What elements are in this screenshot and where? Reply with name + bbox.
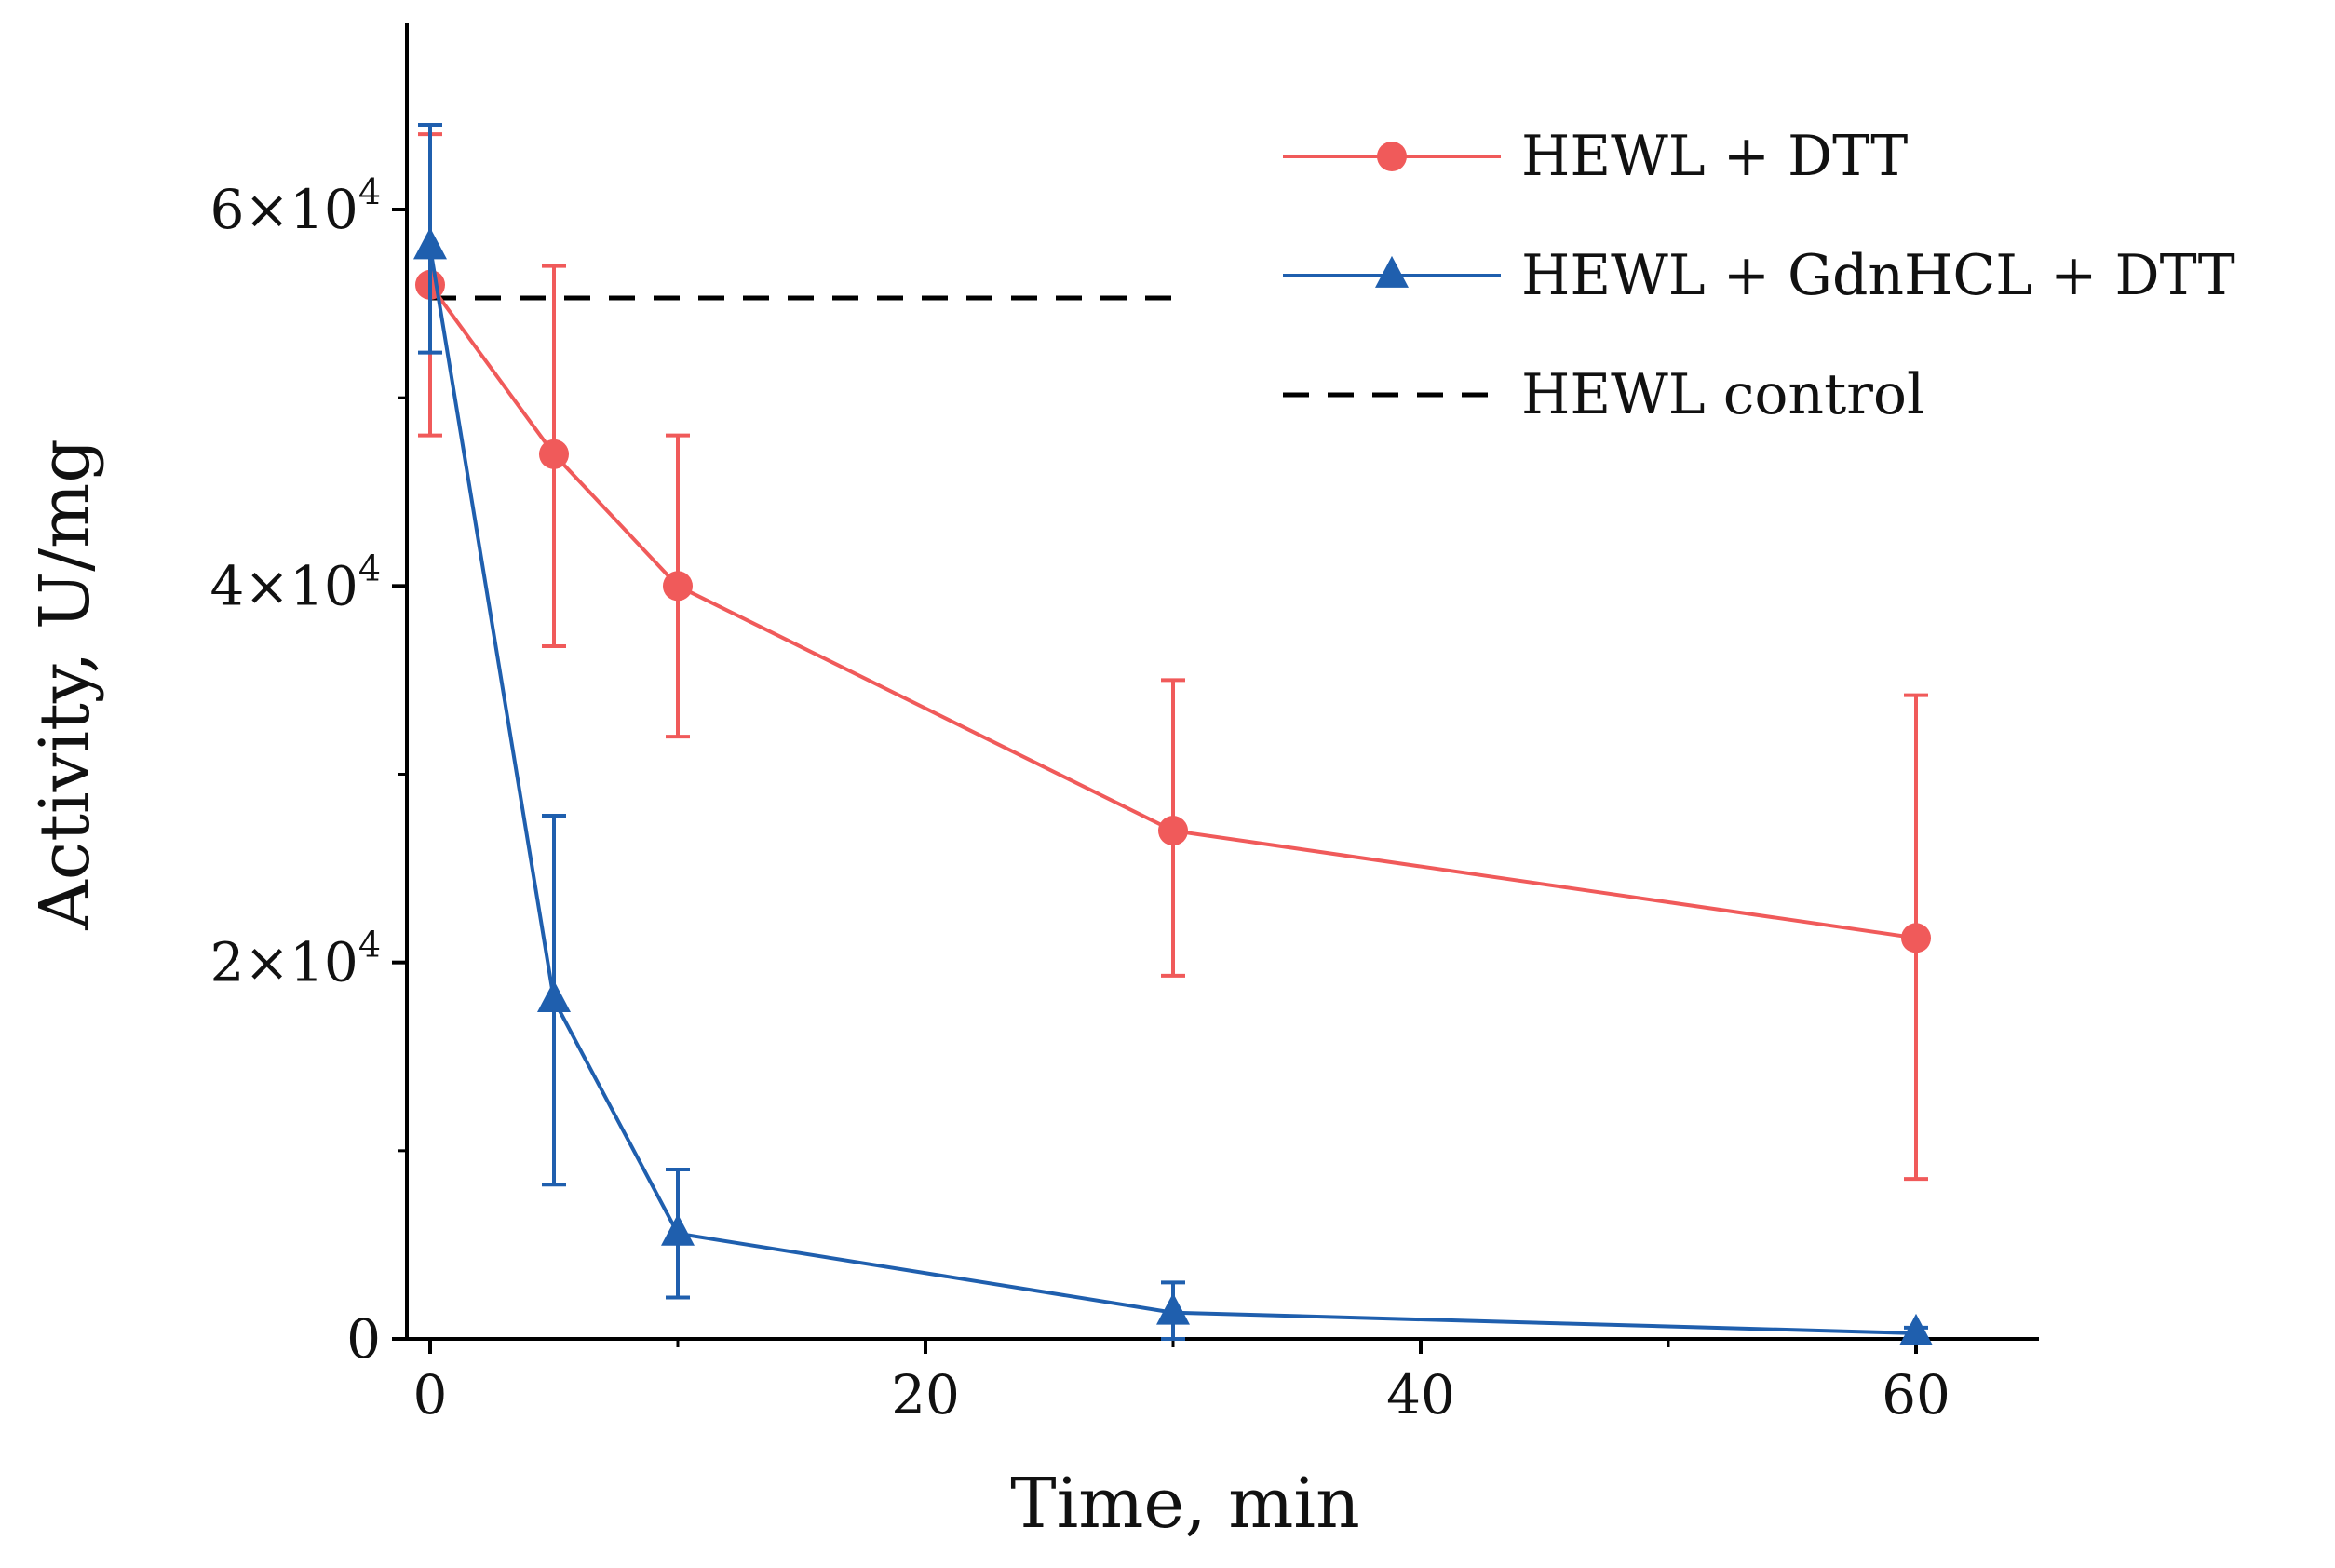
data-point <box>539 439 569 469</box>
legend-label: HEWL + GdnHCL + DTT <box>1521 243 2235 308</box>
y-tick-label: 0 <box>346 1307 381 1371</box>
data-point <box>1901 923 1931 953</box>
legend-label: HEWL + DTT <box>1521 124 1908 189</box>
legend: HEWL + DTT HEWL + GdnHCL + DTT HEWL contro… <box>1283 124 2235 427</box>
series-layer <box>413 123 1933 1345</box>
y-tick-label: 2×104 <box>210 925 382 994</box>
data-point <box>661 1213 695 1246</box>
x-tick-label: 40 <box>1386 1363 1455 1426</box>
axes-layer: 0 20 40 60 0 2×104 4×104 6×104 <box>210 23 2039 1426</box>
data-point <box>1156 1292 1190 1325</box>
x-tick-label: 60 <box>1882 1363 1950 1426</box>
y-tick-label: 4×104 <box>210 547 382 617</box>
y-tick-label: 6×104 <box>210 171 382 241</box>
data-point <box>1158 816 1188 846</box>
data-point <box>1899 1313 1933 1345</box>
data-point <box>663 571 693 602</box>
data-point <box>413 227 447 260</box>
x-axis-title: Time, min <box>1010 1464 1360 1544</box>
y-axis-title: Activity, U/mg <box>25 439 105 930</box>
legend-marker <box>1377 142 1407 171</box>
legend-marker <box>1375 255 1409 288</box>
x-tick-label: 0 <box>413 1363 448 1426</box>
x-tick-label: 20 <box>891 1363 960 1426</box>
legend-label: HEWL control <box>1521 362 1924 427</box>
data-point <box>537 980 571 1013</box>
